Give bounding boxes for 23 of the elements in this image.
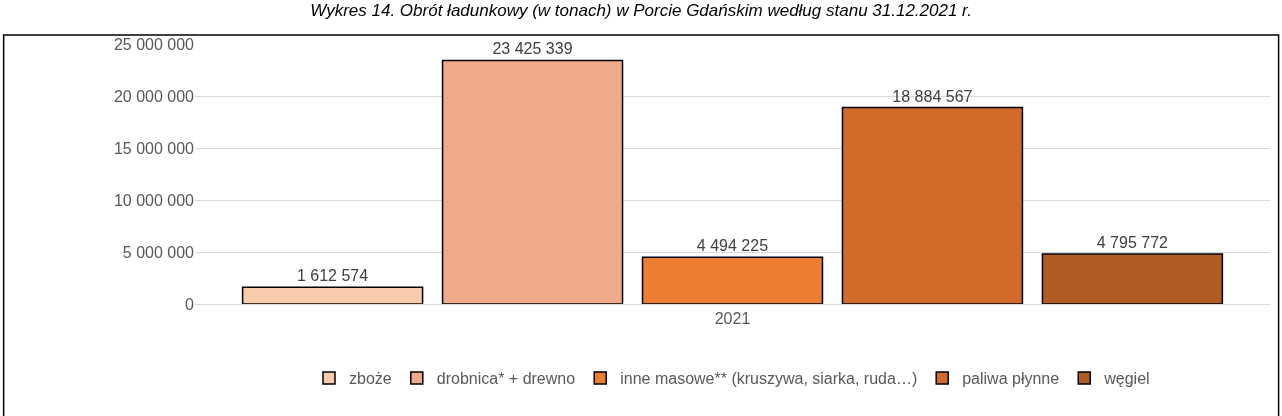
y-tick-label: 0 — [185, 295, 195, 313]
y-tick-label: 15 000 000 — [113, 139, 195, 157]
data-label: 1 612 574 — [296, 267, 369, 285]
legend-label: węgiel — [1103, 370, 1150, 388]
data-label: 4 494 225 — [696, 237, 769, 255]
bar — [1041, 253, 1224, 304]
bar — [841, 106, 1024, 304]
y-tick-label: 20 000 000 — [113, 87, 195, 105]
data-label: 4 795 772 — [1096, 234, 1169, 252]
data-label: 18 884 567 — [892, 87, 973, 105]
legend-label: drobnica* + drewno — [436, 370, 576, 388]
data-label: 23 425 339 — [492, 40, 573, 58]
x-tick-label: 2021 — [714, 310, 751, 328]
y-tick-label: 25 000 000 — [113, 35, 195, 53]
chart-title: Wykres 14. Obrót ładunkowy (w tonach) w Porcie Gdańskim według stanu 31.12.2021 r. — [310, 1, 972, 21]
y-tick-label: 10 000 000 — [113, 191, 195, 209]
bar — [241, 286, 424, 304]
legend-label: paliwa płynne — [962, 370, 1060, 388]
y-tick-label: 5 000 000 — [122, 243, 195, 261]
legend-label: zboże — [349, 370, 392, 388]
bar — [441, 59, 624, 304]
legend-label: inne masowe** (kruszywa, siarka, ruda…) — [620, 370, 918, 388]
bar — [641, 256, 824, 304]
